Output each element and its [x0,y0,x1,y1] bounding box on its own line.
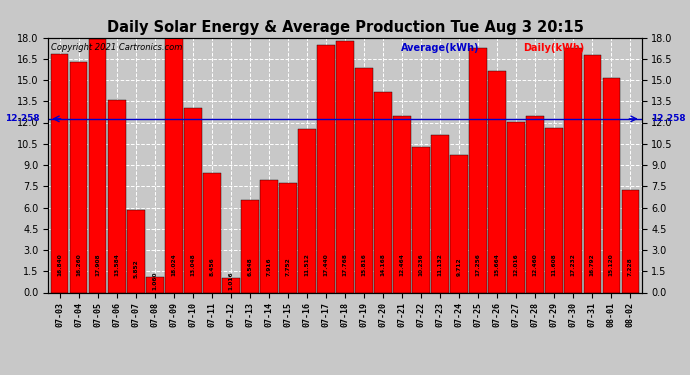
Bar [203,173,221,292]
Bar [241,200,259,292]
Bar [507,122,525,292]
Bar [355,69,373,292]
Text: 18.024: 18.024 [171,253,177,276]
Text: 17.440: 17.440 [324,253,328,276]
Text: 11.132: 11.132 [437,253,442,276]
Bar [451,155,468,292]
Text: 12.258: 12.258 [651,114,685,123]
Text: 12.460: 12.460 [533,253,538,276]
Text: 10.236: 10.236 [419,253,424,276]
Title: Daily Solar Energy & Average Production Tue Aug 3 20:15: Daily Solar Energy & Average Production … [106,20,584,35]
Bar [146,278,164,292]
Text: 14.168: 14.168 [381,253,386,276]
Text: 7.752: 7.752 [286,257,290,276]
Text: 12.464: 12.464 [400,253,404,276]
Text: 15.120: 15.120 [609,253,614,276]
Bar [222,278,239,292]
Text: 6.548: 6.548 [248,257,253,276]
Bar [279,183,297,292]
Bar [51,54,68,292]
Text: 13.048: 13.048 [190,253,195,276]
Text: 1.016: 1.016 [228,271,233,290]
Text: 16.260: 16.260 [76,253,81,276]
Bar [89,39,106,292]
Text: 9.712: 9.712 [457,257,462,276]
Text: 11.512: 11.512 [304,253,309,276]
Bar [602,78,620,292]
Text: 17.768: 17.768 [342,253,348,276]
Bar [108,100,126,292]
Text: 11.608: 11.608 [552,253,557,276]
Bar [469,48,487,292]
Text: 12.258: 12.258 [5,114,39,123]
Text: 8.456: 8.456 [209,257,215,276]
Bar [546,128,563,292]
Text: 13.584: 13.584 [115,253,119,276]
Bar [564,48,582,292]
Bar [413,147,430,292]
Bar [431,135,449,292]
Text: 15.816: 15.816 [362,253,366,276]
Bar [374,92,392,292]
Bar [489,70,506,292]
Text: 16.792: 16.792 [590,253,595,276]
Text: 12.016: 12.016 [513,253,519,276]
Bar [584,55,601,292]
Text: Average(kWh): Average(kWh) [402,43,480,52]
Text: 16.840: 16.840 [57,253,62,276]
Bar [165,37,183,292]
Text: 17.908: 17.908 [95,253,100,276]
Text: 17.232: 17.232 [571,253,575,276]
Text: 1.060: 1.060 [152,271,157,290]
Bar [70,62,88,292]
Bar [260,180,277,292]
Bar [298,129,316,292]
Bar [336,41,354,292]
Bar [317,45,335,292]
Text: Daily(kWh): Daily(kWh) [523,43,584,52]
Text: 7.228: 7.228 [628,257,633,276]
Bar [526,116,544,292]
Text: Copyright 2021 Cartronics.com: Copyright 2021 Cartronics.com [51,43,183,52]
Text: 7.916: 7.916 [266,257,271,276]
Bar [393,116,411,292]
Bar [622,190,639,292]
Text: 5.852: 5.852 [133,259,138,278]
Text: 17.256: 17.256 [475,253,481,276]
Text: 15.664: 15.664 [495,253,500,276]
Bar [184,108,201,292]
Bar [127,210,144,292]
